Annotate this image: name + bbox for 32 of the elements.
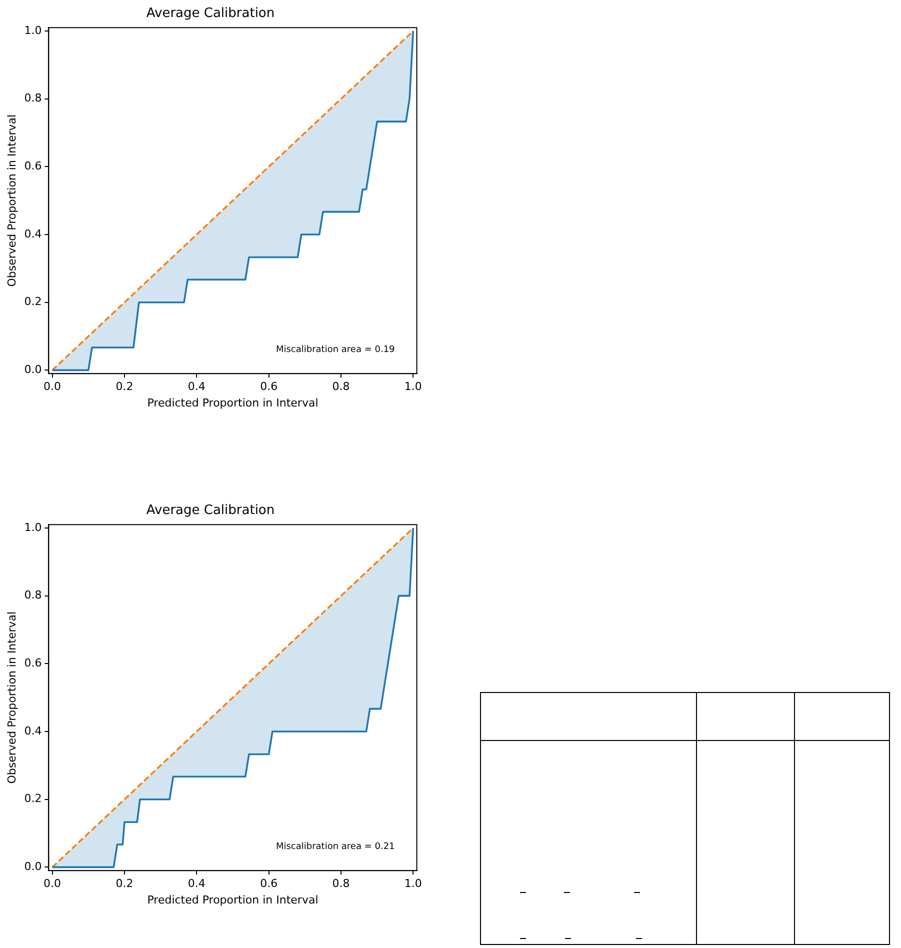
y-axis-title: Observed Proportion in Interval bbox=[5, 114, 18, 287]
x-tick-label: 0.0 bbox=[44, 877, 62, 890]
x-tick-label: 0.2 bbox=[116, 380, 134, 394]
x-tick-label: 1.0 bbox=[404, 877, 422, 890]
y-tick-label: 0.8 bbox=[24, 92, 42, 105]
x-tick-label: 1.0 bbox=[404, 380, 422, 394]
x-tick-label: 0.4 bbox=[188, 877, 206, 890]
chart-title: Average Calibration bbox=[146, 503, 275, 518]
x-tick-label: 0.0 bbox=[44, 380, 62, 394]
x-axis-title: Predicted Proportion in Interval bbox=[147, 396, 318, 410]
y-tick-label: 0.8 bbox=[24, 588, 42, 602]
y-tick-label: 0.0 bbox=[24, 860, 42, 874]
x-tick-label: 0.6 bbox=[260, 380, 278, 394]
x-tick-label: 0.4 bbox=[188, 380, 206, 394]
annotation: Miscalibration area = 0.19 bbox=[276, 344, 396, 355]
y-tick-label: 0.4 bbox=[24, 227, 42, 240]
y-tick-label: 0.0 bbox=[24, 363, 42, 376]
y-tick-label: 0.6 bbox=[24, 656, 42, 670]
x-axis-title: Predicted Proportion in Interval bbox=[147, 893, 318, 906]
y-tick-label: 0.2 bbox=[24, 792, 42, 806]
y-tick-label: 0.6 bbox=[24, 160, 42, 173]
annotation: Miscalibration area = 0.21 bbox=[276, 842, 395, 852]
x-tick-label: 0.2 bbox=[116, 877, 134, 890]
y-axis-title: Observed Proportion in Interval bbox=[5, 611, 18, 784]
chart-title: Average Calibration bbox=[146, 6, 275, 22]
y-tick-label: 0.2 bbox=[24, 295, 42, 308]
y-tick-label: 0.4 bbox=[24, 724, 42, 738]
y-tick-label: 1.0 bbox=[24, 520, 42, 534]
x-tick-label: 0.8 bbox=[332, 877, 350, 890]
x-tick-label: 0.6 bbox=[260, 877, 278, 890]
x-tick-label: 0.8 bbox=[332, 380, 350, 394]
y-tick-label: 1.0 bbox=[24, 24, 42, 37]
